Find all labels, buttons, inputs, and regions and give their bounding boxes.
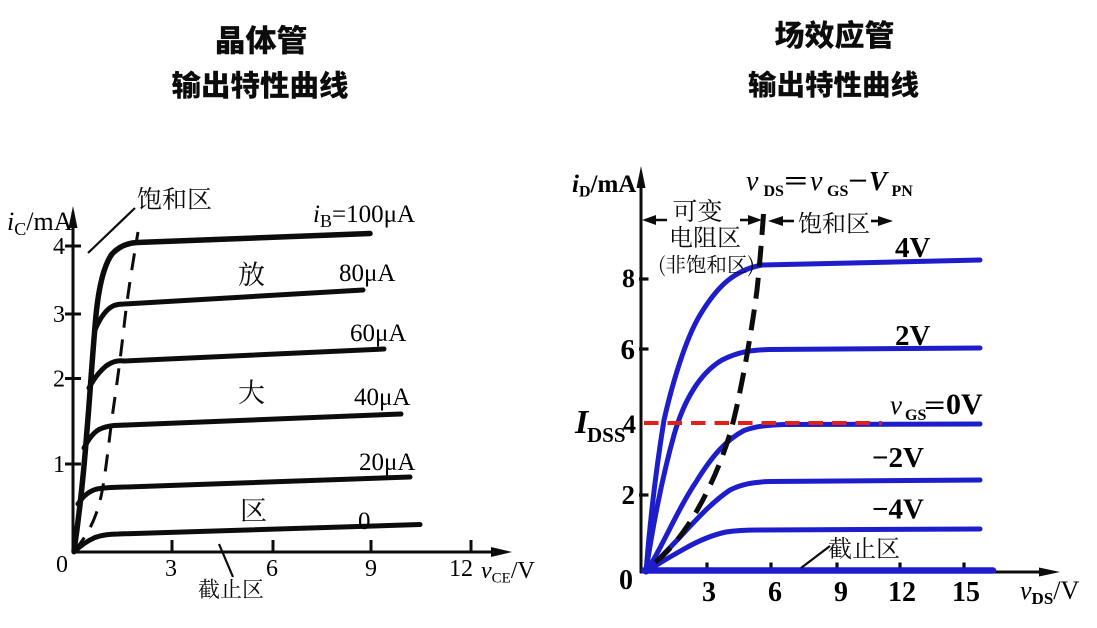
svg-text:vDS/V: vDS/V — [1020, 576, 1080, 608]
svg-text:15: 15 — [952, 577, 980, 608]
svg-text:=: = — [784, 165, 808, 196]
svg-text:4: 4 — [53, 234, 65, 260]
svg-text:6: 6 — [768, 577, 782, 608]
svg-text:DS: DS — [764, 183, 785, 200]
svg-text:−2V: −2V — [872, 442, 924, 474]
svg-text:iC/mA: iC/mA — [7, 207, 73, 239]
svg-text:iB=100μA: iB=100μA — [313, 201, 415, 231]
svg-text:PN: PN — [892, 183, 914, 200]
svg-text:9: 9 — [365, 556, 377, 582]
svg-text:GS: GS — [905, 407, 926, 424]
svg-text:iD/mA: iD/mA — [572, 171, 636, 201]
svg-text:3: 3 — [165, 556, 177, 582]
svg-text:12: 12 — [888, 577, 916, 608]
svg-text:−: − — [848, 165, 868, 196]
svg-text:v: v — [746, 166, 759, 197]
svg-text:4V: 4V — [895, 232, 931, 264]
svg-text:12: 12 — [449, 556, 473, 582]
svg-text:6: 6 — [266, 556, 278, 582]
svg-text:0: 0 — [619, 565, 633, 596]
svg-text:40μA: 40μA — [354, 384, 410, 411]
svg-text:80μA: 80μA — [339, 260, 395, 287]
svg-text:2V: 2V — [895, 320, 931, 352]
svg-text:4: 4 — [623, 410, 636, 439]
svg-text:=: = — [924, 391, 946, 421]
svg-text:6: 6 — [621, 334, 636, 366]
svg-text:0: 0 — [358, 508, 371, 535]
svg-text:8: 8 — [622, 264, 635, 293]
svg-text:−4V: −4V — [872, 494, 924, 526]
svg-text:v: v — [890, 390, 902, 420]
svg-text:9: 9 — [834, 577, 848, 608]
svg-text:3: 3 — [53, 302, 65, 328]
svg-text:vCE/V: vCE/V — [481, 558, 535, 587]
svg-text:DSS: DSS — [587, 423, 626, 447]
svg-text:0V: 0V — [946, 388, 983, 421]
svg-text:0: 0 — [56, 552, 68, 578]
svg-text:20μA: 20μA — [359, 449, 415, 476]
svg-text:V: V — [869, 166, 889, 196]
svg-text:2: 2 — [622, 480, 636, 510]
svg-text:I: I — [574, 404, 590, 441]
svg-text:3: 3 — [702, 577, 716, 608]
svg-text:v: v — [810, 166, 823, 197]
svg-text:1: 1 — [53, 452, 65, 478]
svg-text:60μA: 60μA — [350, 320, 406, 347]
svg-text:GS: GS — [827, 183, 848, 200]
svg-text:2: 2 — [53, 367, 65, 393]
